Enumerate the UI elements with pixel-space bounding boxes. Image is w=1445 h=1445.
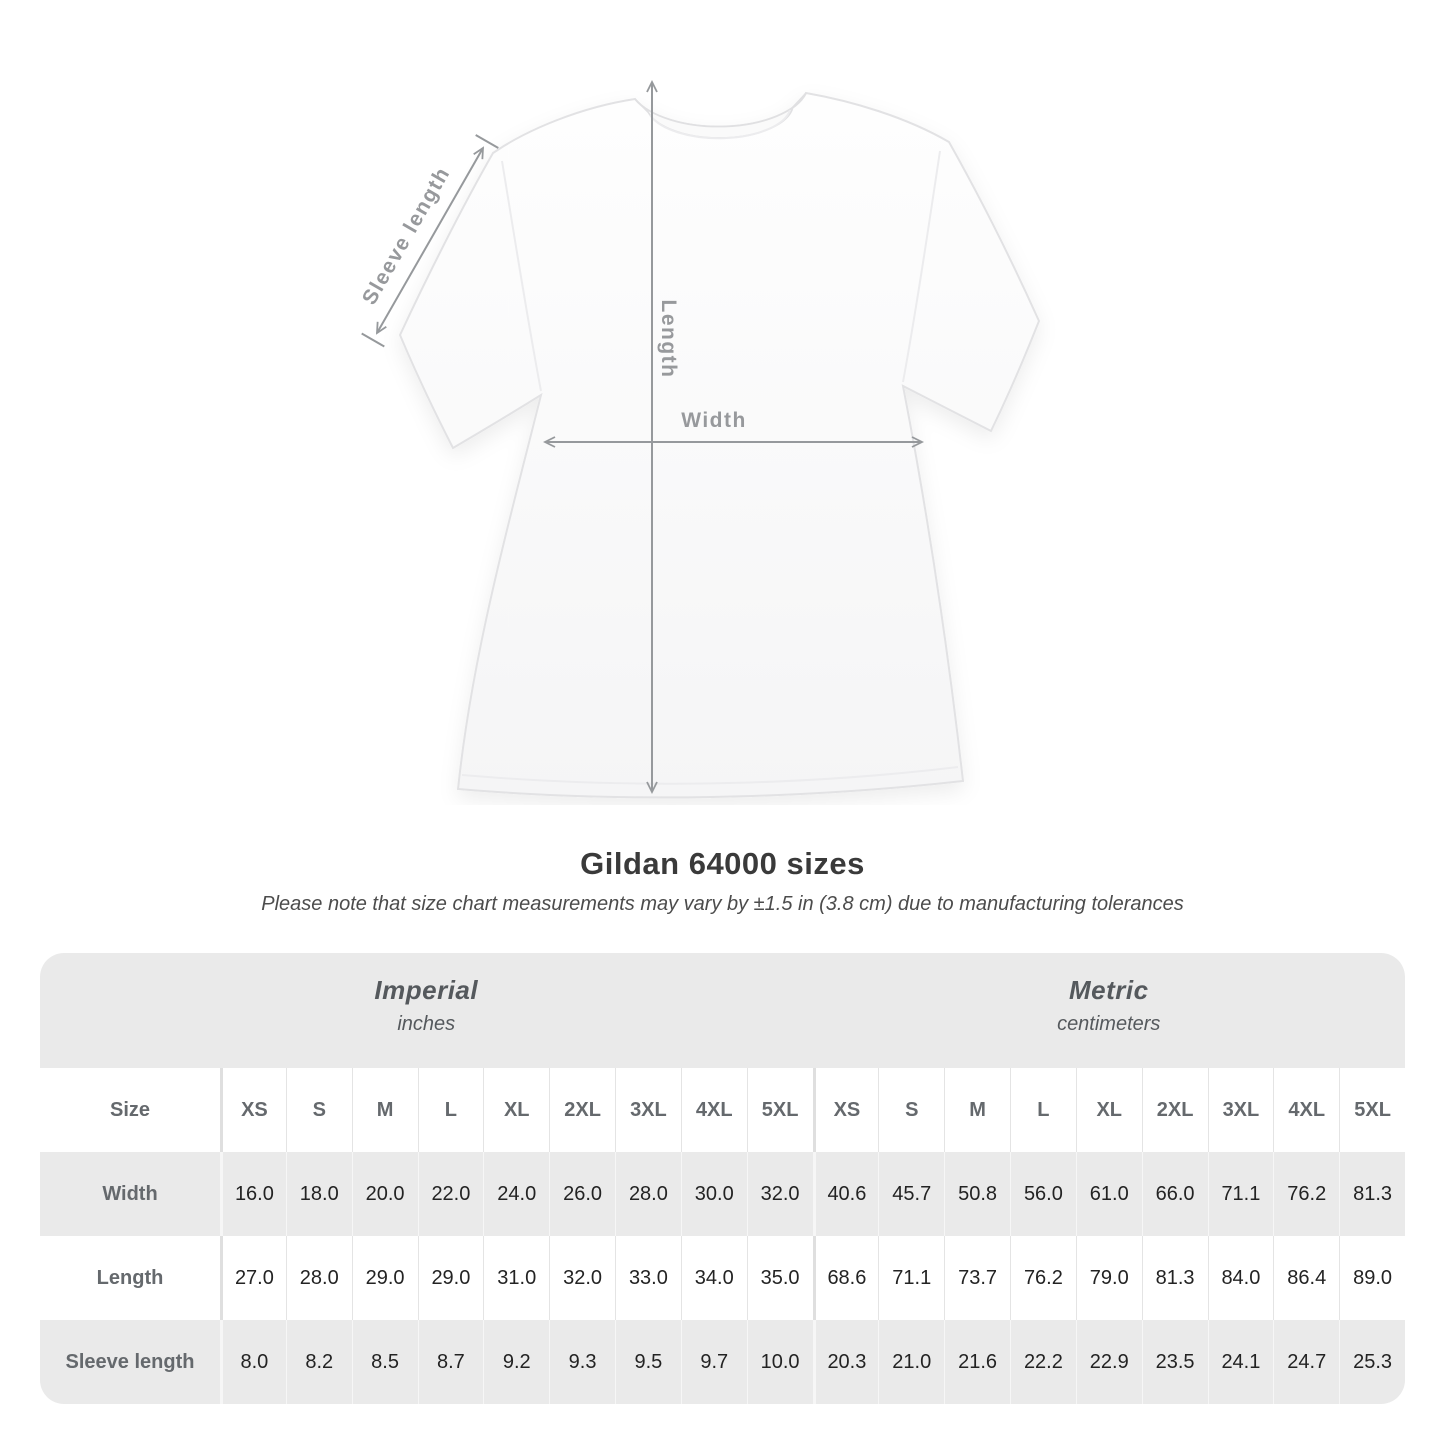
size-header: M	[944, 1068, 1010, 1152]
table-cell: 71.1	[878, 1236, 945, 1320]
table-cell: 50.8	[944, 1152, 1010, 1236]
table-cell: 24.0	[483, 1152, 550, 1236]
table-cell: 35.0	[746, 1236, 813, 1320]
table-cell: 9.3	[549, 1320, 615, 1404]
tshirt-right-sleeve-seam	[902, 150, 941, 383]
size-header: XS	[812, 1068, 879, 1152]
table-cell: 29.0	[351, 1236, 418, 1320]
table-cell: 8.7	[417, 1320, 484, 1404]
size-header: XL	[483, 1068, 550, 1152]
table-cell: 33.0	[615, 1236, 681, 1320]
table-cell: 8.5	[351, 1320, 418, 1404]
size-header: 4XL	[680, 1068, 747, 1152]
table-cell: 56.0	[1010, 1152, 1076, 1236]
table-cell: 24.1	[1207, 1320, 1274, 1404]
table-cell: 79.0	[1075, 1236, 1142, 1320]
table-cell: 76.2	[1010, 1236, 1076, 1320]
table-cell: 76.2	[1273, 1152, 1340, 1236]
table-cell: 29.0	[417, 1236, 484, 1320]
table-cell: 22.0	[417, 1152, 484, 1236]
table-cell: 23.5	[1141, 1320, 1208, 1404]
size-header: S	[878, 1068, 945, 1152]
size-header: 2XL	[1141, 1068, 1208, 1152]
table-cell: 28.0	[285, 1236, 352, 1320]
table-cell: 28.0	[615, 1152, 681, 1236]
table-cell: 26.0	[549, 1152, 615, 1236]
table-cell: 61.0	[1075, 1152, 1142, 1236]
metric-title: Metric	[1068, 975, 1149, 1005]
table-cell: 9.2	[483, 1320, 550, 1404]
table-cell: 45.7	[878, 1152, 945, 1236]
size-header: L	[1010, 1068, 1076, 1152]
size-header: 2XL	[549, 1068, 615, 1152]
table-cell: 73.7	[944, 1236, 1010, 1320]
size-header: S	[285, 1068, 352, 1152]
table-cell: 21.6	[944, 1320, 1010, 1404]
size-header: 5XL	[1339, 1068, 1405, 1152]
sleeve-length-arrow	[361, 134, 499, 348]
size-table: Imperial inches Metric centimeters Size …	[40, 953, 1405, 1404]
table-cell: 25.3	[1339, 1320, 1405, 1404]
table-cell: 30.0	[680, 1152, 747, 1236]
tshirt-outline	[398, 91, 1041, 799]
size-header: 5XL	[746, 1068, 813, 1152]
table-cell: 81.3	[1339, 1152, 1405, 1236]
table-cell: 40.6	[812, 1152, 879, 1236]
table-cell: 20.3	[812, 1320, 879, 1404]
table-cell: 18.0	[285, 1152, 352, 1236]
table-cell: 66.0	[1141, 1152, 1208, 1236]
table-cell: 9.5	[615, 1320, 681, 1404]
table-cell: 9.7	[680, 1320, 747, 1404]
tshirt-left-sleeve-seam	[501, 160, 542, 392]
size-header: M	[351, 1068, 418, 1152]
metric-section-header: Metric centimeters	[812, 953, 1405, 1068]
row-label: Length	[40, 1236, 220, 1320]
imperial-section-header: Imperial inches	[40, 953, 813, 1068]
table-cell: 89.0	[1339, 1236, 1405, 1320]
size-header: L	[417, 1068, 484, 1152]
table-cell: 32.0	[746, 1152, 813, 1236]
table-cell: 68.6	[812, 1236, 879, 1320]
size-header: 4XL	[1273, 1068, 1340, 1152]
table-cell: 84.0	[1207, 1236, 1274, 1320]
table-cell: 34.0	[680, 1236, 747, 1320]
length-label: Length	[657, 300, 680, 379]
table-cell: 16.0	[220, 1152, 286, 1236]
row-label: Sleeve length	[40, 1320, 220, 1404]
size-header: 3XL	[1207, 1068, 1274, 1152]
table-cell: 8.2	[285, 1320, 352, 1404]
metric-unit: centimeters	[1057, 1013, 1161, 1035]
table-cell: 71.1	[1207, 1152, 1274, 1236]
size-header: XL	[1075, 1068, 1142, 1152]
table-cell: 22.9	[1075, 1320, 1142, 1404]
tshirt-collar-seam	[649, 109, 791, 140]
table-cell: 22.2	[1010, 1320, 1076, 1404]
table-cell: 8.0	[220, 1320, 286, 1404]
table-cell: 31.0	[483, 1236, 550, 1320]
size-header: XS	[220, 1068, 286, 1152]
table-cell: 20.0	[351, 1152, 418, 1236]
imperial-unit: inches	[397, 1013, 456, 1035]
tshirt-hem-seam	[461, 766, 959, 785]
table-cell: 10.0	[746, 1320, 813, 1404]
row-label: Width	[40, 1152, 220, 1236]
table-cell: 24.7	[1273, 1320, 1340, 1404]
size-column-header: Size	[40, 1068, 220, 1152]
table-cell: 27.0	[220, 1236, 286, 1320]
page-title: Gildan 64000 sizes	[580, 846, 865, 881]
tolerance-note: Please note that size chart measurements…	[261, 893, 1184, 915]
table-cell: 86.4	[1273, 1236, 1340, 1320]
imperial-title: Imperial	[374, 975, 479, 1005]
size-header: 3XL	[615, 1068, 681, 1152]
tshirt-measurement-diagram: Length Width Sleeve length	[358, 55, 1041, 799]
width-label: Width	[681, 409, 747, 432]
table-cell: 81.3	[1141, 1236, 1208, 1320]
table-cell: 32.0	[549, 1236, 615, 1320]
table-cell: 21.0	[878, 1320, 945, 1404]
